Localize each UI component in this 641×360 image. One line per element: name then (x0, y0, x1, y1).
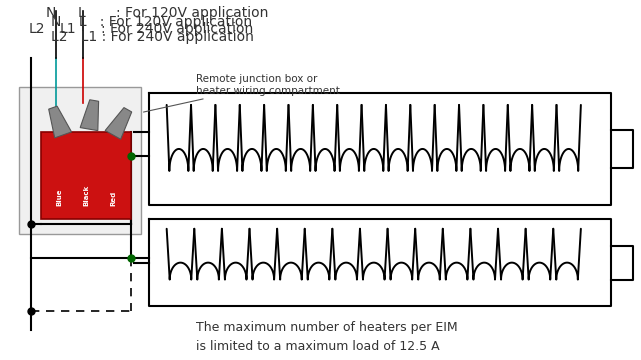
Polygon shape (49, 106, 72, 138)
Text: : For 240V application: : For 240V application (101, 22, 253, 36)
Polygon shape (105, 108, 131, 139)
Text: N: N (46, 6, 56, 20)
Text: L: L (77, 6, 85, 20)
Text: Black: Black (83, 185, 89, 206)
Bar (41, 132, 131, 219)
Text: N    L   : For 120V application: N L : For 120V application (51, 15, 253, 29)
Text: : For 120V application: : For 120V application (116, 6, 269, 20)
Text: Red: Red (110, 191, 116, 206)
Text: Blue: Blue (56, 189, 62, 206)
Text: L1: L1 (60, 22, 76, 36)
Polygon shape (80, 100, 99, 131)
Text: L2   L1 : For 240V application: L2 L1 : For 240V application (51, 30, 254, 44)
Text: Remote junction box or
heater wiring compartment: Remote junction box or heater wiring com… (144, 74, 340, 112)
Text: The maximum number of heaters per EIM
is limited to a maximum load of 12.5 A: The maximum number of heaters per EIM is… (196, 321, 457, 353)
Text: L2: L2 (29, 22, 46, 36)
Bar (19, 86, 141, 234)
